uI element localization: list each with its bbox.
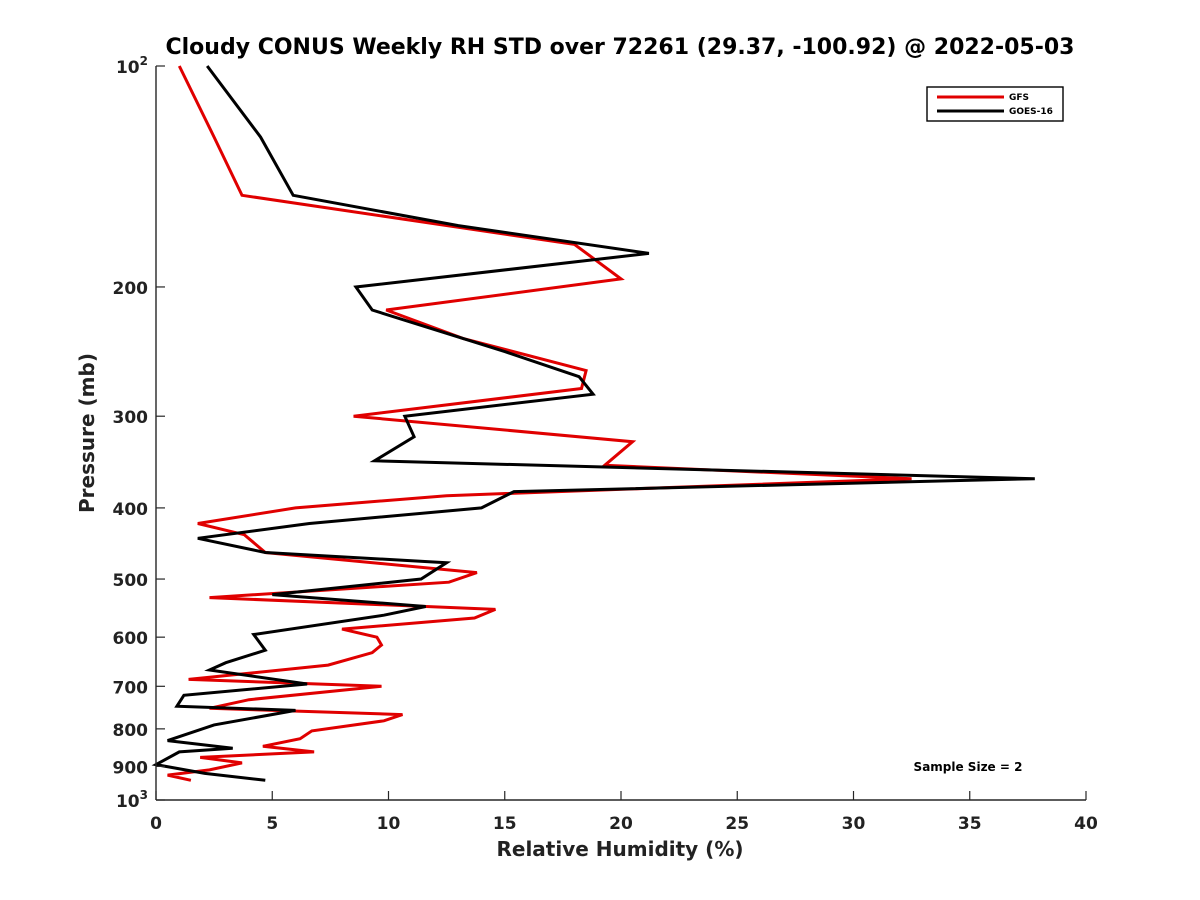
y-axis-label: Pressure (mb) — [75, 353, 99, 513]
y-tick-exponent: 2 — [140, 54, 148, 68]
x-tick-label: 15 — [493, 814, 517, 834]
x-tick-label: 25 — [725, 814, 749, 834]
series-line-gfs — [167, 65, 912, 782]
x-tick-label: 40 — [1074, 814, 1098, 834]
x-tick-label: 0 — [150, 814, 162, 834]
y-tick-label: 400 — [113, 500, 149, 520]
x-tick-label: 20 — [609, 814, 633, 834]
y-tick-label: 800 — [113, 721, 149, 741]
legend-box — [926, 86, 1064, 122]
y-tick-label: 600 — [113, 629, 149, 649]
x-tick-label: 35 — [958, 814, 982, 834]
legend: GFS GOES-16 — [926, 86, 1064, 122]
chart-title: Cloudy CONUS Weekly RH STD over 72261 (2… — [166, 35, 1075, 60]
series-line-goes-16 — [151, 65, 1035, 782]
legend-label-goes-16: GOES-16 — [1009, 107, 1053, 117]
y-tick-label: 200 — [113, 279, 149, 299]
y-tick-label: 700 — [113, 678, 149, 698]
sample-size-annotation: Sample Size = 2 — [914, 760, 1023, 774]
y-tick-label: 900 — [113, 758, 149, 778]
x-tick-label: 5 — [266, 814, 278, 834]
x-tick-label: 30 — [842, 814, 866, 834]
plot-lines — [151, 65, 1035, 782]
legend-label-gfs: GFS — [1009, 93, 1029, 103]
x-tick-label: 10 — [377, 814, 401, 834]
y-tick-exponent: 3 — [140, 788, 148, 802]
y-tick-label: 300 — [113, 408, 149, 428]
x-axis-label: Relative Humidity (%) — [496, 837, 743, 861]
y-tick-label: 500 — [113, 571, 149, 591]
axes: 0 5 10 15 20 25 30 35 40102200300400500600700800… — [113, 54, 1098, 834]
